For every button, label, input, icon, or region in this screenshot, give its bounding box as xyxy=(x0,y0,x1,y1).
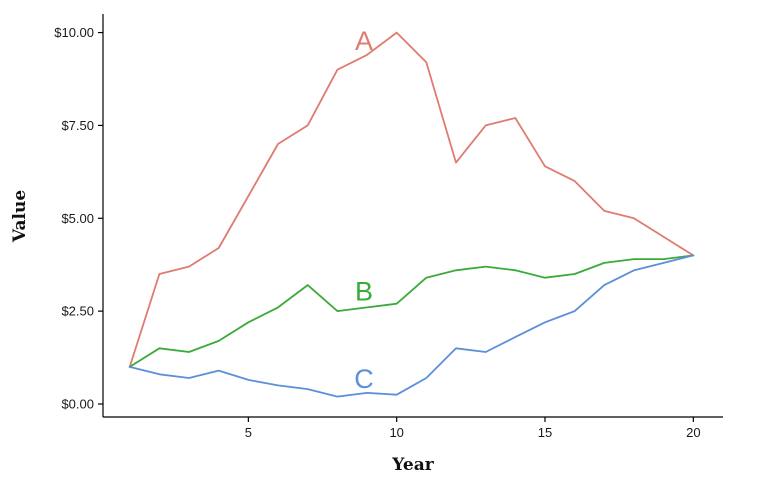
x-axis-title: Year xyxy=(391,455,434,475)
y-tick-label: $5.00 xyxy=(61,211,94,226)
y-axis-ticks: $0.00 $2.50 $5.00 $7.50 $10.00 xyxy=(54,25,103,412)
x-tick-label: 5 xyxy=(245,425,252,440)
series-labels: A B C xyxy=(354,26,374,394)
y-tick-label: $0.00 xyxy=(61,397,94,412)
y-tick-label: $7.50 xyxy=(61,118,94,133)
y-tick-label: $10.00 xyxy=(54,25,94,40)
x-axis-ticks: 5 10 15 20 xyxy=(245,417,701,440)
series-label-a: A xyxy=(355,26,373,56)
y-axis-title: Value xyxy=(10,190,30,243)
series-line-c xyxy=(128,254,695,398)
series-line-a xyxy=(128,31,695,368)
x-tick-label: 20 xyxy=(686,425,700,440)
series-line-b xyxy=(128,254,695,368)
x-tick-label: 10 xyxy=(389,425,403,440)
y-tick-label: $2.50 xyxy=(61,304,94,319)
series-lines xyxy=(128,31,695,398)
series-label-c: C xyxy=(354,364,374,394)
x-tick-label: 15 xyxy=(538,425,552,440)
series-label-b: B xyxy=(355,277,373,307)
